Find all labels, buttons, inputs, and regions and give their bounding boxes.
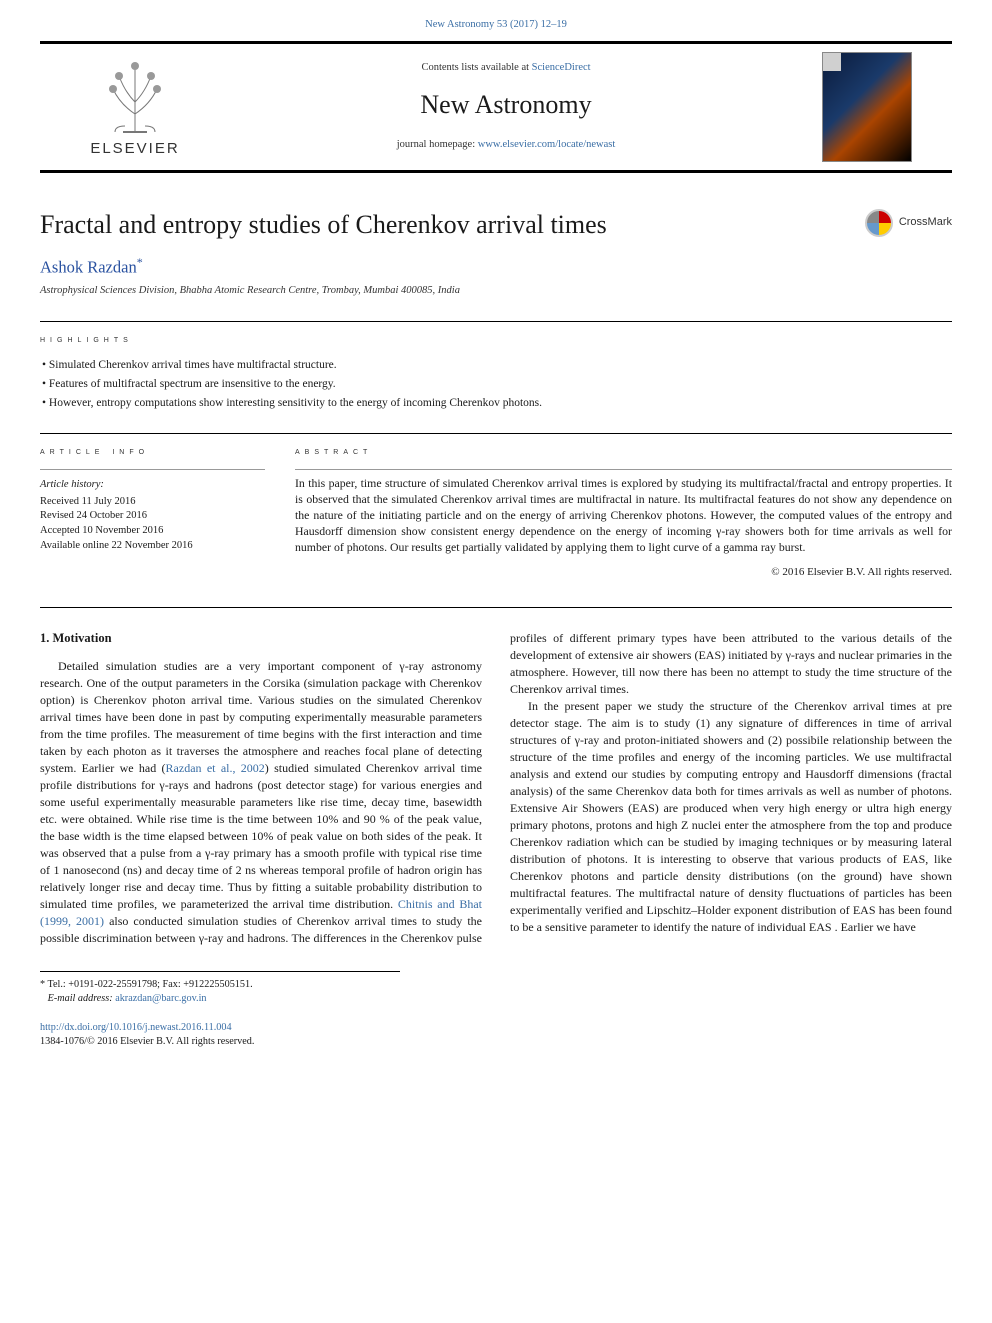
author-line: Ashok Razdan* [40,254,952,279]
homepage-prefix: journal homepage: [397,139,478,150]
article-title: Fractal and entropy studies of Cherenkov… [40,209,607,240]
citation-link[interactable]: Razdan et al., 2002 [166,761,265,775]
list-item: Features of multifractal spectrum are in… [42,376,952,392]
masthead: ELSEVIER Contents lists available at Sci… [40,44,952,173]
sciencedirect-link[interactable]: ScienceDirect [532,62,591,73]
history-accepted: Accepted 10 November 2016 [40,524,265,539]
corresponding-footnote: * Tel.: +0191-022-25591798; Fax: +912225… [40,978,400,992]
journal-name: New Astronomy [190,87,822,123]
history-revised: Revised 24 October 2016 [40,509,265,524]
citation-link[interactable]: New Astronomy 53 (2017) 12–19 [425,19,567,30]
running-header: New Astronomy 53 (2017) 12–19 [0,0,992,41]
crossmark-icon [865,209,893,237]
publisher-name: ELSEVIER [90,138,179,159]
issn-copyright: 1384-1076/© 2016 Elsevier B.V. All right… [40,1035,952,1049]
paragraph: In the present paper we study the struct… [510,698,952,936]
journal-cover [822,52,912,162]
list-item: However, entropy computations show inter… [42,395,952,411]
highlights-heading: HIGHLIGHTS [40,332,952,347]
masthead-center: Contents lists available at ScienceDirec… [190,61,822,153]
history-label: Article history: [40,478,265,493]
abstract-heading: ABSTRACT [295,444,952,459]
text-run: Detailed simulation studies are a very i… [40,659,482,775]
affiliation: Astrophysical Sciences Division, Bhabha … [40,284,952,299]
elsevier-tree-icon [95,54,175,134]
doi-link[interactable]: http://dx.doi.org/10.1016/j.newast.2016.… [40,1022,232,1033]
bottom-matter: http://dx.doi.org/10.1016/j.newast.2016.… [0,1007,992,1080]
highlights-list: Simulated Cherenkov arrival times have m… [40,357,952,411]
abstract-text: In this paper, time structure of simulat… [295,476,952,556]
homepage-line: journal homepage: www.elsevier.com/locat… [190,138,822,153]
article-info-heading: ARTICLE INFO [40,444,265,459]
crossmark-badge[interactable]: CrossMark [865,209,952,237]
history-online: Available online 22 November 2016 [40,539,265,554]
list-item: Simulated Cherenkov arrival times have m… [42,357,952,373]
contents-prefix: Contents lists available at [421,62,531,73]
contents-line: Contents lists available at ScienceDirec… [190,61,822,76]
citation-link[interactable]: , 2001) [68,914,104,928]
publisher-block: ELSEVIER [80,54,190,159]
journal-homepage-link[interactable]: www.elsevier.com/locate/newast [478,139,616,150]
section-heading: 1. Motivation [40,630,482,648]
journal-cover-icon [822,52,912,162]
corresponding-marker: * [137,255,143,269]
email-link[interactable]: akrazdan@barc.gov.in [115,993,206,1004]
abstract-column: ABSTRACT In this paper, time structure o… [295,444,952,581]
text-run: ) studied simulated Cherenkov arrival ti… [40,761,482,911]
email-footnote: E-mail address: akrazdan@barc.gov.in [40,992,400,1006]
author-name: Ashok Razdan [40,257,137,276]
article-info-column: ARTICLE INFO Article history: Received 1… [40,444,265,581]
body-text: 1. Motivation Detailed simulation studie… [40,630,952,947]
footnotes: * Tel.: +0191-022-25591798; Fax: +912225… [40,971,400,1007]
history-received: Received 11 July 2016 [40,495,265,510]
email-label: E-mail address: [48,993,113,1004]
crossmark-label: CrossMark [899,215,952,230]
abstract-copyright: © 2016 Elsevier B.V. All rights reserved… [295,565,952,580]
